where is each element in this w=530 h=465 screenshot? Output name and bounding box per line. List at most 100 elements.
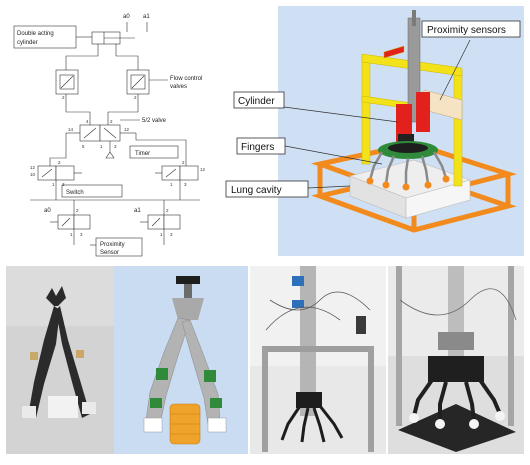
render-gripper	[114, 266, 248, 454]
photo4-black-base	[398, 404, 516, 452]
photo3-blue-fitting-1	[292, 276, 304, 286]
red-top-tab	[383, 45, 405, 59]
finger-1	[368, 151, 384, 181]
small-3-a1: 3	[170, 232, 173, 237]
cylinder-label-1: Double acting	[17, 31, 54, 37]
port-2: 2	[110, 119, 113, 124]
valve-5-2-arrow1	[83, 127, 97, 139]
port-4: 4	[86, 119, 89, 124]
small-1-a0: 1	[70, 232, 73, 237]
switch-valve-b	[55, 165, 75, 181]
a0-valve-b	[73, 214, 91, 230]
cad-panel: Proximity sensors Cylinder Fingers Lung …	[225, 6, 524, 256]
a0-valve-arrow	[61, 217, 71, 227]
port-1: 1	[100, 144, 103, 149]
photo1-joint-right-1	[76, 350, 84, 358]
photo1-tip-right	[82, 402, 96, 414]
photo4-post-left	[396, 266, 402, 426]
yellow-post-front-right	[453, 69, 463, 187]
small-2-a1: 2	[166, 208, 169, 213]
flow-control-arrow-right	[131, 75, 145, 89]
finger-tip-2	[382, 181, 390, 189]
proximity-sensors-callout	[421, 20, 521, 38]
small-2-top-left: 2	[62, 95, 65, 100]
yellow-post-front-left	[361, 55, 371, 165]
line-pilot-left	[49, 133, 67, 166]
render-green-joint-right	[204, 370, 216, 382]
photo1-white-object	[48, 396, 78, 418]
port-2-right: 2	[182, 160, 185, 165]
line-fc-right	[107, 94, 139, 125]
lung-cavity-label: Lung cavity	[231, 185, 282, 196]
photo4-tip-2	[435, 419, 445, 429]
small-1-a1: 1	[160, 232, 163, 237]
photo3-finger-2	[300, 407, 310, 443]
render-top-cap	[176, 276, 200, 284]
cylinder-callout	[233, 91, 285, 109]
switch-label: Switch	[66, 190, 84, 196]
finger-2	[384, 155, 396, 185]
finger-hub	[388, 143, 428, 153]
photo-rig-closeup	[388, 266, 524, 454]
timer-valve-b	[179, 165, 199, 181]
line-cyl-right	[115, 44, 139, 70]
line-pilot-right	[135, 133, 187, 166]
port-12-left: 12	[30, 165, 36, 170]
photo4-post-right	[508, 266, 514, 426]
switch-box	[61, 184, 123, 198]
proximity-label-2: Sensor	[100, 250, 119, 256]
port-12: 12	[124, 127, 130, 132]
proximity-sensor-box	[95, 237, 143, 257]
switch-valve-arrow	[41, 168, 53, 178]
pneumatic-circuit	[13, 22, 200, 257]
leader-cylinder	[283, 106, 399, 123]
photo3-post-left	[262, 346, 268, 452]
cylinder-red-2	[416, 92, 430, 132]
cylinder-label: Cylinder	[238, 96, 275, 107]
pneumatic-labels: Double acting cylinder a0 a1 Flow contro…	[17, 14, 206, 256]
photo-rig-side	[250, 266, 386, 454]
timer-label: Timer	[135, 151, 150, 157]
photo4-finger-1	[412, 378, 434, 417]
photo4-gripper-hub	[428, 356, 484, 382]
leader-lung	[307, 185, 351, 189]
proximity-sensors-label: Proximity sensors	[427, 25, 506, 36]
timer-valve-arrow	[165, 168, 177, 178]
timer-box	[129, 145, 179, 159]
flow-control-inner-left	[59, 74, 75, 90]
photo3-gripper-hub	[296, 392, 322, 408]
flow-control-inner-right	[130, 74, 146, 90]
a1-valve-b	[163, 214, 181, 230]
port-3-right: 3	[184, 182, 187, 187]
finger-tip-3	[402, 183, 410, 191]
photo-gripper-prototype	[6, 266, 114, 454]
flow-control-arrow-left	[60, 75, 74, 89]
port-12-right: 12	[200, 167, 206, 172]
a1-label: a1	[143, 14, 150, 20]
finger-tip-5	[442, 175, 450, 183]
photo4-tip-4	[495, 411, 505, 421]
photo1-finger-left	[28, 306, 60, 418]
port-3-left: 3	[62, 182, 65, 187]
port-1-left: 1	[52, 182, 55, 187]
finger-tip-1	[366, 177, 374, 185]
finger-tip-4	[424, 181, 432, 189]
photo1-tip-left	[22, 406, 36, 418]
photo3-post-right	[368, 346, 374, 452]
port-2-left: 2	[58, 160, 61, 165]
valve-5-2-label: 5/2 valve	[142, 118, 167, 124]
leader-proximity	[439, 39, 471, 101]
photo4-tube	[399, 288, 517, 321]
a1-valve-arrow	[151, 217, 161, 227]
a0-label: a0	[123, 14, 130, 20]
rod-tip	[412, 10, 416, 26]
render-hub	[172, 298, 204, 320]
port-5: 5	[82, 144, 85, 149]
photo4-tip-3	[469, 419, 479, 429]
fingers-group	[366, 151, 450, 191]
render-stem	[184, 284, 192, 298]
small-3-a0: 3	[80, 232, 83, 237]
render-green-joint-right-2	[210, 398, 222, 408]
